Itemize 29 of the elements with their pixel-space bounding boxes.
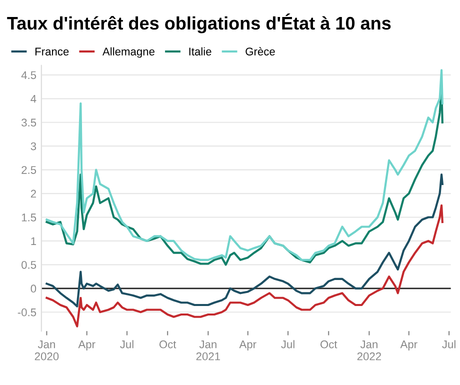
x-tick-label: Apr bbox=[400, 340, 418, 350]
y-tick-label: 1.5 bbox=[22, 214, 36, 222]
y-tick-label: 3.5 bbox=[22, 118, 36, 127]
y-tick-label: -0.5 bbox=[18, 308, 36, 316]
y-tick-label: 3 bbox=[30, 142, 36, 150]
x-tick-label: Jul bbox=[442, 340, 456, 348]
y-tick-label: 0 bbox=[30, 284, 36, 293]
y-tick-label: 4.5 bbox=[21, 71, 36, 80]
y-tick-label: 2.5 bbox=[22, 166, 36, 174]
legend-label: France bbox=[35, 48, 69, 56]
x-tick-label: Jan 2021 bbox=[196, 340, 220, 360]
line-series bbox=[46, 174, 444, 308]
x-tick-label: Apr bbox=[78, 340, 96, 350]
y-tick-label: 4 bbox=[30, 95, 36, 103]
y-tick-label: 2 bbox=[30, 190, 36, 198]
y-tick-label: 1 bbox=[31, 237, 36, 245]
x-tick-label: Oct bbox=[320, 340, 338, 348]
legend-label: Allemagne bbox=[102, 47, 154, 58]
line-series bbox=[46, 204, 444, 328]
x-tick-label: Jan 2022 bbox=[357, 340, 381, 360]
legend-label: Grèce bbox=[246, 47, 275, 56]
chart-title: Taux d'intérêt des obligations d'État à 10 ans bbox=[7, 13, 391, 34]
x-tick-label: Jan 2020 bbox=[34, 340, 59, 360]
x-tick-label: Jul bbox=[120, 340, 134, 348]
x-tick-label: Jul bbox=[281, 340, 294, 348]
y-tick-label: 0.5 bbox=[22, 260, 36, 269]
x-tick-label: Oct bbox=[159, 340, 176, 348]
legend-label: Italie bbox=[189, 47, 212, 56]
x-tick-label: Apr bbox=[239, 340, 256, 350]
